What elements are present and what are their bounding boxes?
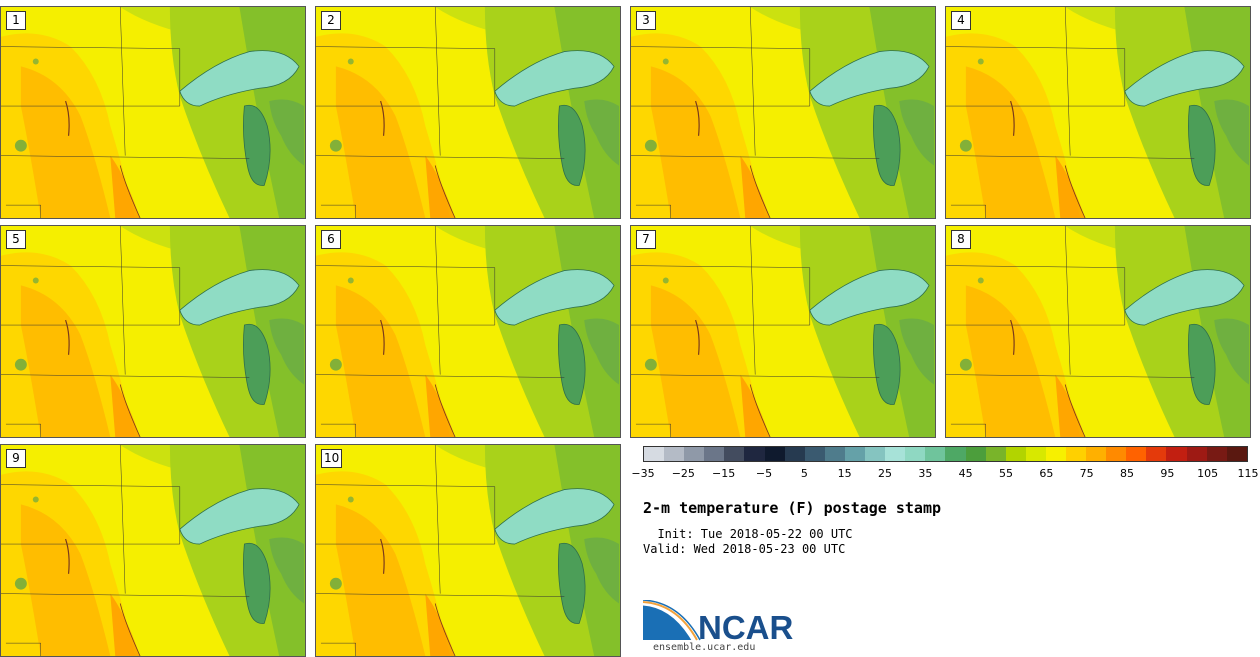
colorbar-swatch — [1166, 447, 1187, 461]
colorbar-swatch — [985, 447, 1006, 461]
colorbar-swatch — [1206, 447, 1227, 461]
init-time: Init: Tue 2018-05-22 00 UTC — [643, 527, 853, 541]
colorbar-swatch — [865, 447, 886, 461]
member-label: 2 — [321, 11, 341, 30]
colorbar-swatch — [885, 447, 906, 461]
temperature-map — [316, 445, 620, 656]
colorbar-swatch — [824, 447, 845, 461]
member-label: 7 — [636, 230, 656, 249]
colorbar-swatch — [1086, 447, 1107, 461]
member-label: 3 — [636, 11, 656, 30]
member-label: 5 — [6, 230, 26, 249]
colorbar-tick-label: −15 — [712, 467, 736, 480]
temperature-map — [631, 7, 935, 218]
colorbar-swatch — [664, 447, 685, 461]
logo-text: NCAR — [698, 609, 793, 642]
ncar-logo: NCAR — [643, 600, 793, 642]
colorbar-swatch — [764, 447, 785, 461]
member-label: 1 — [6, 11, 26, 30]
colorbar-tick-label: 15 — [837, 467, 852, 480]
temperature-map — [946, 7, 1250, 218]
colorbar-tick-label: 95 — [1160, 467, 1175, 480]
colorbar-swatch — [804, 447, 825, 461]
colorbar-swatch — [945, 447, 966, 461]
colorbar-tick-label: 35 — [918, 467, 933, 480]
map-panel-6: 6 — [315, 225, 621, 438]
colorbar-tick-label: −25 — [671, 467, 695, 480]
colorbar-swatch — [905, 447, 926, 461]
map-panel-3: 3 — [630, 6, 936, 219]
temperature-map — [316, 226, 620, 437]
colorbar-swatch — [704, 447, 725, 461]
temperature-colorbar — [643, 446, 1248, 462]
colorbar-swatch — [844, 447, 866, 461]
map-panel-4: 4 — [945, 6, 1251, 219]
colorbar-tick-label: 65 — [1039, 467, 1054, 480]
colorbar-swatch — [1045, 447, 1066, 461]
colorbar-swatch — [744, 447, 765, 461]
product-title: 2-m temperature (F) postage stamp — [643, 499, 942, 517]
temperature-map — [1, 226, 305, 437]
map-panel-5: 5 — [0, 225, 306, 438]
colorbar-tick-label: 55 — [999, 467, 1013, 480]
colorbar-tick-label: 75 — [1079, 467, 1094, 480]
colorbar-swatch — [925, 447, 946, 461]
colorbar-swatch — [1065, 447, 1087, 461]
colorbar-tick-label: −35 — [631, 467, 655, 480]
website-url: ensemble.ucar.edu — [653, 642, 756, 653]
temperature-map — [946, 226, 1250, 437]
map-panel-7: 7 — [630, 225, 936, 438]
member-label: 6 — [321, 230, 341, 249]
colorbar-swatch — [1126, 447, 1147, 461]
colorbar-tick-label: 105 — [1197, 467, 1219, 480]
colorbar-swatch — [724, 447, 745, 461]
colorbar-tick-label: 25 — [878, 467, 892, 480]
colorbar-tick-label: 5 — [800, 467, 808, 480]
colorbar-swatch — [784, 447, 805, 461]
temperature-map — [1, 7, 305, 218]
colorbar-swatch — [684, 447, 705, 461]
map-panel-9: 9 — [0, 444, 306, 657]
colorbar-swatch — [644, 447, 665, 461]
map-panel-10: 10 — [315, 444, 621, 657]
temperature-map — [631, 226, 935, 437]
colorbar-swatch — [1025, 447, 1046, 461]
member-label: 4 — [951, 11, 971, 30]
colorbar-swatch — [1186, 447, 1207, 461]
colorbar-tick-label: −5 — [755, 467, 773, 480]
colorbar-tick-label: 115 — [1237, 467, 1259, 480]
colorbar-swatch — [1226, 447, 1247, 461]
colorbar-swatch — [1146, 447, 1167, 461]
member-label: 9 — [6, 449, 26, 468]
map-panel-2: 2 — [315, 6, 621, 219]
colorbar-swatch — [1005, 447, 1026, 461]
colorbar-swatch — [965, 447, 986, 461]
colorbar-tick-label: 85 — [1120, 467, 1134, 480]
map-panel-1: 1 — [0, 6, 306, 219]
member-label: 8 — [951, 230, 971, 249]
temperature-map — [1, 445, 305, 656]
colorbar-swatch — [1106, 447, 1127, 461]
valid-time: Valid: Wed 2018-05-23 00 UTC — [643, 542, 846, 556]
map-panel-8: 8 — [945, 225, 1251, 438]
temperature-map — [316, 7, 620, 218]
colorbar-tick-label: 45 — [958, 467, 973, 480]
member-label: 10 — [321, 449, 343, 468]
